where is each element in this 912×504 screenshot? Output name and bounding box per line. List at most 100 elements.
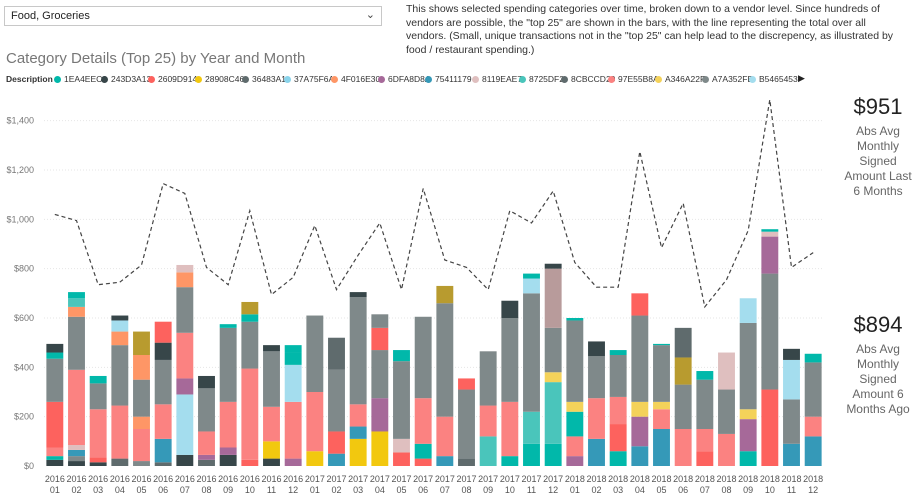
bar-segment: [219, 324, 237, 328]
bar-segment: [241, 321, 259, 369]
bar-segment: [523, 293, 540, 412]
legend-label: 1EA4EEC0: [64, 74, 107, 84]
bar-segment: [111, 315, 129, 321]
x-tick-label-year: 2018: [716, 474, 736, 484]
bar-segment: [219, 327, 237, 402]
legend-item[interactable]: 2609D914: [148, 74, 197, 84]
legend-item[interactable]: 1EA4EEC0: [54, 74, 107, 84]
bar-segment: [198, 431, 215, 455]
bar-segment: [761, 389, 779, 466]
bar-segment: [176, 332, 194, 379]
bar-segment: [46, 447, 64, 457]
bar-segment: [458, 458, 475, 466]
x-tick-label-year: 2016: [153, 474, 173, 484]
bar-segment: [566, 320, 584, 402]
legend-item[interactable]: 8725DF2: [519, 74, 564, 84]
bar-segment: [804, 416, 822, 437]
legend-item[interactable]: A346A22F: [655, 74, 705, 84]
x-tick-label-year: 2017: [543, 474, 563, 484]
x-tick-label-year: 2017: [500, 474, 520, 484]
bar-segment: [739, 451, 757, 466]
bar-segment: [458, 378, 475, 390]
x-tick-label-month: 03: [613, 485, 623, 495]
bar-segment: [219, 401, 237, 448]
bar-segment: [479, 405, 497, 437]
bar-segment: [804, 436, 822, 466]
bar-segment: [566, 456, 584, 466]
bar-segment: [89, 383, 107, 410]
bar-segment: [414, 458, 432, 466]
legend-item[interactable]: 37A75F6A: [284, 74, 334, 84]
x-tick-label-year: 2017: [305, 474, 325, 484]
bar-segment: [154, 321, 172, 343]
legend-item[interactable]: A7A352FB: [702, 74, 753, 84]
chart-legend: Description ▶ 1EA4EEC0 243D3A13 2609D914 28…: [6, 73, 906, 88]
x-tick-label-month: 05: [396, 485, 406, 495]
bar-segment: [696, 379, 714, 429]
bar-segment: [631, 315, 649, 402]
legend-label: 37A75F6A: [294, 74, 335, 84]
bar-segment: [501, 300, 519, 318]
x-tick-label-year: 2017: [348, 474, 368, 484]
bar-segment: [68, 306, 85, 317]
bar-segment: [89, 375, 107, 384]
bar-segment: [609, 396, 627, 425]
bar-segment: [89, 457, 107, 463]
bar-segment: [133, 461, 150, 466]
legend-dot-icon: [655, 76, 662, 83]
bar-segment: [588, 438, 605, 466]
kpi-value: $894: [853, 312, 903, 337]
legend-next-arrow-icon[interactable]: ▶: [798, 73, 805, 83]
bar-segment: [566, 436, 584, 457]
bar-segment: [631, 446, 649, 466]
bar-segment: [783, 348, 800, 360]
legend-item[interactable]: 6DFA8D8A: [378, 74, 431, 84]
bar-segment: [328, 431, 345, 454]
bar-segment: [46, 358, 64, 402]
legend-item[interactable]: 36483A1: [242, 74, 286, 84]
legend-dot-icon: [561, 76, 568, 83]
x-tick-label-year: 2017: [370, 474, 390, 484]
bar-segment: [804, 353, 822, 363]
bar-segment: [241, 301, 259, 315]
x-tick-label-year: 2016: [131, 474, 151, 484]
y-tick-label: $0: [24, 461, 34, 471]
bar-segment: [718, 433, 735, 466]
slicer-selected-value: Food, Groceries: [11, 10, 90, 22]
bar-segment: [436, 416, 454, 457]
legend-item[interactable]: 8CBCCD20: [561, 74, 615, 84]
bar-segment: [89, 409, 107, 458]
x-tick-label-month: 10: [245, 485, 255, 495]
category-slicer-dropdown[interactable]: Food, Groceries ⌄: [4, 6, 382, 26]
legend-item[interactable]: 4F016E30: [331, 74, 380, 84]
legend-item[interactable]: B5465453: [749, 74, 798, 84]
x-tick-label-month: 11: [787, 485, 796, 495]
bar-segment: [566, 318, 584, 321]
legend-dot-icon: [425, 76, 432, 83]
bar-segment: [133, 416, 150, 429]
bar-segment: [609, 451, 627, 466]
bar-segment: [198, 375, 215, 389]
legend-item[interactable]: 97E55B8A: [608, 74, 659, 84]
bar-segment: [154, 438, 172, 463]
x-tick-label-month: 04: [635, 485, 645, 495]
legend-item[interactable]: 75411179: [425, 74, 472, 84]
legend-item[interactable]: 8119EAE7: [472, 74, 522, 84]
x-tick-label-month: 12: [548, 485, 558, 495]
bar-segment: [46, 401, 64, 448]
bar-segment: [154, 462, 172, 466]
x-tick-label-year: 2017: [326, 474, 346, 484]
legend-item[interactable]: 28908C46: [195, 74, 244, 84]
legend-item[interactable]: 243D3A13: [101, 74, 151, 84]
bar-segment: [219, 454, 237, 466]
legend-dot-icon: [608, 76, 615, 83]
bar-segment: [349, 404, 367, 427]
legend-label: A346A22F: [665, 74, 706, 84]
chevron-down-icon[interactable]: ⌄: [365, 9, 375, 21]
bar-segment: [241, 459, 259, 466]
legend-dot-icon: [472, 76, 479, 83]
x-tick-label-month: 12: [288, 485, 298, 495]
legend-label: 6DFA8D8A: [388, 74, 431, 84]
x-tick-label-year: 2016: [66, 474, 86, 484]
bar-segment: [436, 285, 454, 304]
